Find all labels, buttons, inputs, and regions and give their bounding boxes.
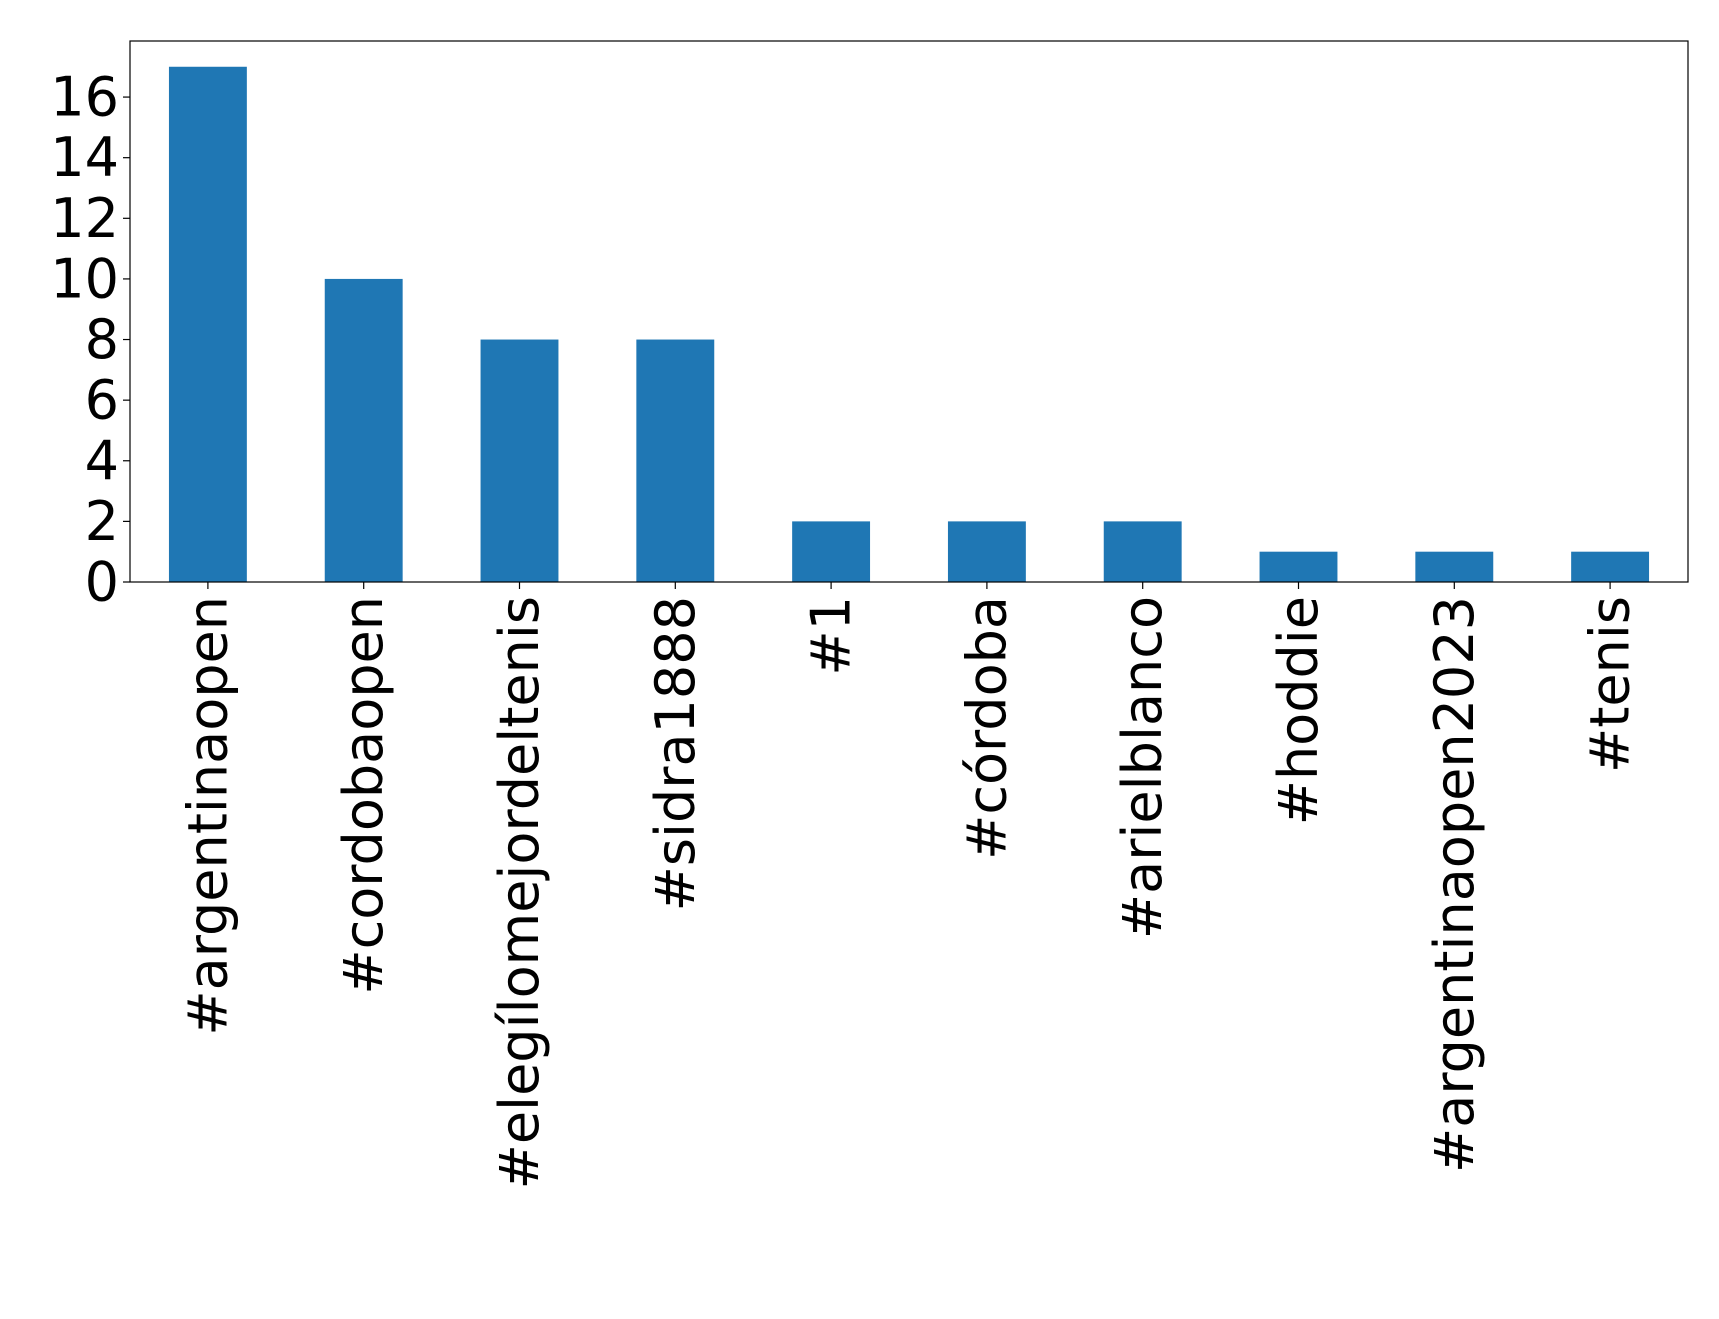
x-tick-label-5: #córdoba (955, 596, 1018, 860)
y-tick-label-3: 6 (85, 369, 119, 432)
x-tick-label-9: #tenis (1579, 596, 1642, 773)
x-tick-label-0: #argentinaopen (176, 596, 239, 1036)
y-tick-label-8: 16 (50, 66, 119, 129)
y-tick-label-1: 2 (85, 490, 119, 553)
x-tick-label-4: #1 (800, 596, 863, 676)
y-tick-label-2: 4 (85, 429, 119, 492)
x-tick-label-6: #arielblanco (1111, 596, 1174, 939)
bar-0 (168, 66, 247, 582)
y-tick-label-7: 14 (50, 126, 119, 189)
x-axis: #argentinaopen #cordobaopen #elegílomejord… (176, 582, 1642, 1189)
y-tick-label-6: 12 (50, 187, 119, 250)
bar-1 (324, 278, 403, 582)
x-tick-label-7: #hoddie (1267, 596, 1330, 825)
y-tick-label-0: 0 (85, 551, 119, 614)
bar-9 (1571, 551, 1650, 582)
bar-8 (1415, 551, 1494, 582)
bar-7 (1259, 551, 1338, 582)
bar-6 (1103, 521, 1182, 582)
bar-5 (947, 521, 1026, 582)
x-tick-label-8: #argentinaopen2023 (1423, 596, 1486, 1173)
plot-frame (129, 40, 1689, 583)
x-tick-label-1: #cordobaopen (332, 596, 395, 995)
bar-3 (636, 339, 715, 582)
y-tick-label-4: 8 (85, 308, 119, 371)
x-tick-label-2: #elegílomejordeltenis (488, 596, 551, 1189)
x-tick-label-3: #sidra1888 (644, 596, 707, 911)
bar-4 (792, 521, 871, 582)
bars-layer (168, 66, 1650, 582)
y-tick-label-5: 10 (50, 247, 119, 310)
bar-2 (480, 339, 559, 582)
